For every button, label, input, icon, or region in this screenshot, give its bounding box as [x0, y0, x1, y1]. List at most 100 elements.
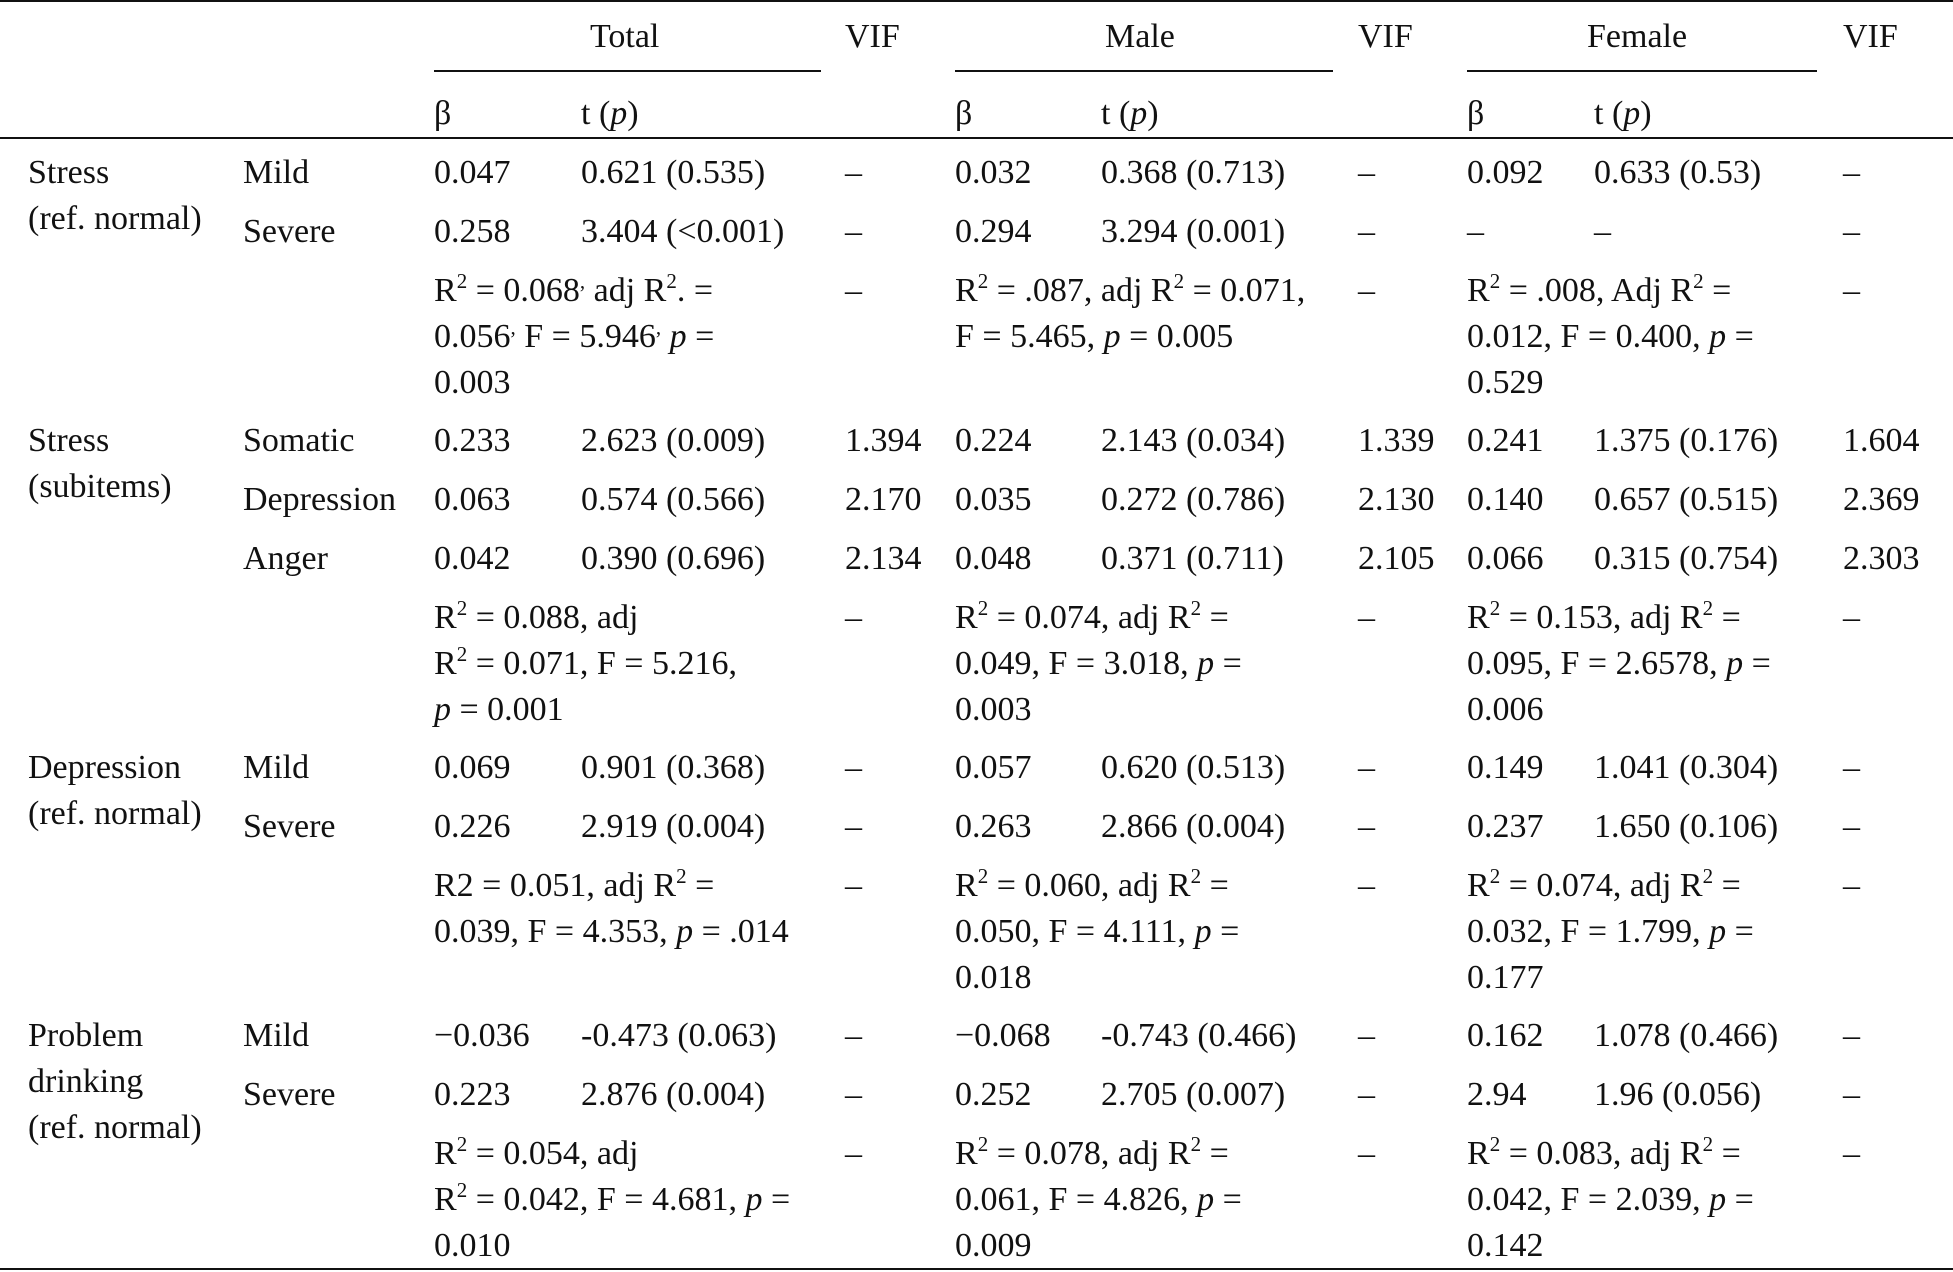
drinking-severe-label: Severe — [243, 1076, 336, 1113]
depression-sub-total-vif: 2.170 — [845, 481, 922, 518]
header-vif-female: VIF — [1843, 18, 1898, 55]
depression-severe-male-vif: – — [1358, 808, 1375, 845]
stress-mild-female-t: 0.633 (0.53) — [1594, 154, 1762, 191]
depression-male-fit-vif: – — [1358, 867, 1375, 904]
depression-female-fit-line2: 0.032, F = 1.799, p = — [1467, 913, 1754, 950]
stress-mild-total-beta: 0.047 — [434, 154, 511, 191]
stress-male-fit-vif: – — [1358, 272, 1375, 309]
drinking-mild-total-beta: −0.036 — [434, 1017, 530, 1054]
header-total: Total — [590, 18, 660, 55]
somatic-male-vif: 1.339 — [1358, 422, 1435, 459]
male-group-rule — [955, 70, 1333, 72]
subitems-row-label-sub: (subitems) — [28, 468, 172, 505]
somatic-male-beta: 0.224 — [955, 422, 1032, 459]
depression-mild-female-beta: 0.149 — [1467, 749, 1544, 786]
depression-mild-total-t: 0.901 (0.368) — [581, 749, 766, 786]
header-t-male: t (p) — [1101, 95, 1159, 132]
drinking-total-fit-line1: R2 = 0.054, adj — [434, 1132, 639, 1173]
bottom-rule — [0, 1268, 1953, 1270]
stress-total-fit-vif: – — [845, 272, 862, 309]
anger-female-vif: 2.303 — [1843, 540, 1920, 577]
anger-female-beta: 0.066 — [1467, 540, 1544, 577]
stress-row-label: Stress — [28, 154, 110, 191]
stress-mild-female-beta: 0.092 — [1467, 154, 1544, 191]
subitems-total-fit-line3: p = 0.001 — [434, 691, 564, 728]
stress-female-fit-line3: 0.529 — [1467, 364, 1544, 401]
depression-severe-male-t: 2.866 (0.004) — [1101, 808, 1286, 845]
female-group-rule — [1467, 70, 1817, 72]
stress-severe-total-vif: – — [845, 213, 862, 250]
depression-sub-total-beta: 0.063 — [434, 481, 511, 518]
depression-sub-female-t: 0.657 (0.515) — [1594, 481, 1779, 518]
depression-severe-female-t: 1.650 (0.106) — [1594, 808, 1779, 845]
stress-severe-label: Severe — [243, 213, 336, 250]
stress-mild-label: Mild — [243, 154, 310, 191]
stress-severe-total-t: 3.404 (<0.001) — [581, 213, 785, 250]
drinking-row-label-3: (ref. normal) — [28, 1109, 202, 1146]
depression-severe-total-t: 2.919 (0.004) — [581, 808, 766, 845]
subitems-male-fit-line2: 0.049, F = 3.018, p = — [955, 645, 1242, 682]
depression-severe-female-beta: 0.237 — [1467, 808, 1544, 845]
drinking-mild-male-vif: – — [1358, 1017, 1375, 1054]
header-t-total: t (p) — [581, 95, 639, 132]
stress-total-fit-line3: 0.003 — [434, 364, 511, 401]
drinking-severe-female-beta: 2.94 — [1467, 1076, 1527, 1113]
stress-male-fit-line2: F = 5.465, p = 0.005 — [955, 318, 1234, 355]
somatic-male-t: 2.143 (0.034) — [1101, 422, 1286, 459]
drinking-male-fit-vif: – — [1358, 1135, 1375, 1172]
depression-mild-male-beta: 0.057 — [955, 749, 1032, 786]
drinking-mild-total-vif: – — [845, 1017, 862, 1054]
depression-male-fit-line1: R2 = 0.060, adj R2 = — [955, 864, 1229, 905]
anger-total-vif: 2.134 — [845, 540, 922, 577]
drinking-severe-male-t: 2.705 (0.007) — [1101, 1076, 1286, 1113]
total-group-rule — [434, 70, 821, 72]
depression-severe-total-beta: 0.226 — [434, 808, 511, 845]
depression-sub-male-vif: 2.130 — [1358, 481, 1435, 518]
drinking-total-fit-line3: 0.010 — [434, 1227, 511, 1264]
anger-male-beta: 0.048 — [955, 540, 1032, 577]
header-t-female: t (p) — [1594, 95, 1652, 132]
drinking-severe-male-beta: 0.252 — [955, 1076, 1032, 1113]
drinking-row-label-2: drinking — [28, 1063, 144, 1100]
stress-severe-female-beta: – — [1467, 213, 1484, 250]
stress-severe-total-beta: 0.258 — [434, 213, 511, 250]
depression-female-fit-line3: 0.177 — [1467, 959, 1544, 996]
subitems-male-fit-vif: – — [1358, 599, 1375, 636]
depression-mild-total-beta: 0.069 — [434, 749, 511, 786]
depression-severe-male-beta: 0.263 — [955, 808, 1032, 845]
drinking-severe-total-t: 2.876 (0.004) — [581, 1076, 766, 1113]
anger-male-t: 0.371 (0.711) — [1101, 540, 1284, 577]
drinking-male-fit-line2: 0.061, F = 4.826, p = — [955, 1181, 1242, 1218]
depression-male-fit-line3: 0.018 — [955, 959, 1032, 996]
depression-male-fit-line2: 0.050, F = 4.111, p = — [955, 913, 1240, 950]
depression-mild-label: Mild — [243, 749, 310, 786]
depression-female-fit-line1: R2 = 0.074, adj R2 = — [1467, 864, 1741, 905]
stress-female-fit-vif: – — [1843, 272, 1860, 309]
drinking-male-fit-line1: R2 = 0.078, adj R2 = — [955, 1132, 1229, 1173]
drinking-male-fit-line3: 0.009 — [955, 1227, 1032, 1264]
depression-total-fit-line2: 0.039, F = 4.353, p = .014 — [434, 913, 789, 950]
anger-female-t: 0.315 (0.754) — [1594, 540, 1779, 577]
stress-mild-total-vif: – — [845, 154, 862, 191]
drinking-mild-female-vif: – — [1843, 1017, 1860, 1054]
subitems-total-fit-line1: R2 = 0.088, adj — [434, 596, 639, 637]
stress-female-fit-line1: R2 = .008, Adj R2 = — [1467, 269, 1732, 310]
stress-severe-female-t: – — [1594, 213, 1611, 250]
anger-total-beta: 0.042 — [434, 540, 511, 577]
stress-mild-total-t: 0.621 (0.535) — [581, 154, 766, 191]
depression-sub-female-vif: 2.369 — [1843, 481, 1920, 518]
depression-sub-male-t: 0.272 (0.786) — [1101, 481, 1286, 518]
depression-mild-male-t: 0.620 (0.513) — [1101, 749, 1286, 786]
somatic-total-t: 2.623 (0.009) — [581, 422, 766, 459]
depression-sub-label: Depression — [243, 481, 396, 518]
stress-mild-male-vif: – — [1358, 154, 1375, 191]
header-male: Male — [1105, 18, 1175, 55]
anger-label: Anger — [243, 540, 328, 577]
subitems-female-fit-line1: R2 = 0.153, adj R2 = — [1467, 596, 1741, 637]
depression-mild-female-t: 1.041 (0.304) — [1594, 749, 1779, 786]
drinking-total-fit-vif: – — [845, 1135, 862, 1172]
drinking-female-fit-line1: R2 = 0.083, adj R2 = — [1467, 1132, 1741, 1173]
subitems-male-fit-line3: 0.003 — [955, 691, 1032, 728]
anger-male-vif: 2.105 — [1358, 540, 1435, 577]
depression-mild-female-vif: – — [1843, 749, 1860, 786]
